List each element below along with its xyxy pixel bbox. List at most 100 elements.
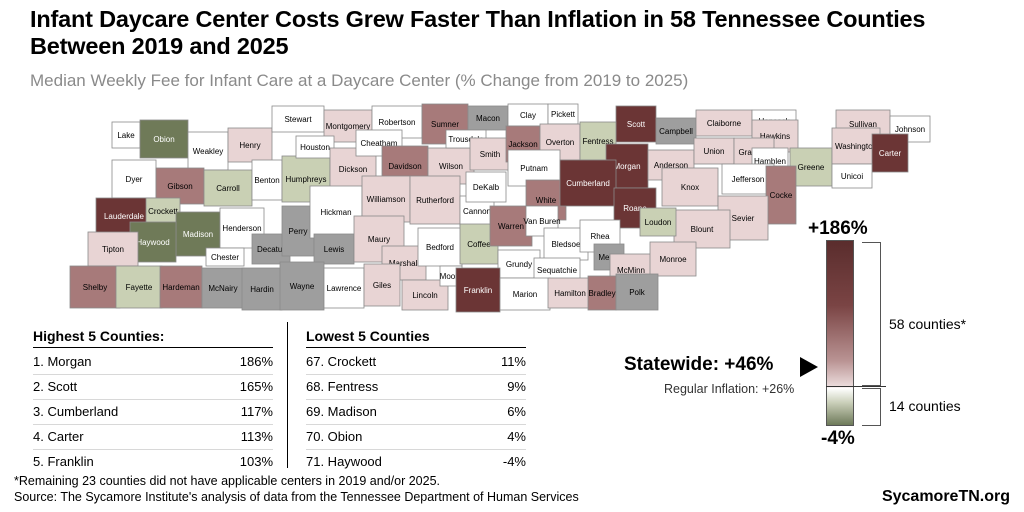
county-label-trousdale: Trousdale (448, 135, 484, 144)
highest-row-value: 186% (239, 354, 273, 369)
county-weakley (187, 131, 229, 171)
statewide-arrow-icon (800, 357, 818, 377)
county-label-crockett: Crockett (148, 207, 179, 216)
lowest-row-county: 70. Obion (306, 429, 363, 444)
county-label-marshall: Marshall (389, 259, 419, 268)
county-label-morgan: Morgan (613, 162, 640, 171)
county-label-rutherford: Rutherford (416, 196, 454, 205)
county-label-bradley: Bradley (588, 289, 615, 298)
lowest-row-value: 11% (500, 354, 526, 369)
county-warren (489, 205, 533, 247)
county-cocke (765, 165, 797, 225)
county-scott (615, 105, 657, 143)
county-label-lauderdale: Lauderdale (104, 212, 145, 221)
county-label-rhea: Rhea (590, 232, 610, 241)
county-label-bledsoe: Bledsoe (552, 240, 581, 249)
county-cumberland (559, 159, 617, 207)
county-label-lake: Lake (117, 131, 135, 140)
highest-row-value: 117% (240, 404, 273, 419)
county-monroe (649, 241, 697, 277)
county-label-fentress: Fentress (582, 137, 613, 146)
county-label-tipton: Tipton (102, 245, 124, 254)
county-label-wilson: Wilson (439, 162, 463, 171)
lowest-row: 69. Madison 6% (306, 400, 526, 425)
county-chester (205, 247, 245, 267)
county-bedford (417, 227, 463, 267)
county-knox (661, 167, 719, 207)
county-label-cocke: Cocke (770, 191, 793, 200)
county-label-washington: Washington (835, 142, 877, 151)
county-lincoln (401, 279, 449, 311)
county-label-dekalb: DeKalb (473, 183, 500, 192)
county-label-sumner: Sumner (431, 120, 459, 129)
highest-row: 5. Franklin 103% (33, 450, 273, 474)
lowest-counties-heading: Lowest 5 Counties (306, 328, 526, 348)
county-label-sequatchie: Sequatchie (537, 266, 578, 275)
county-label-marion: Marion (513, 290, 537, 299)
county-giles (363, 263, 401, 307)
lowest-row-county: 69. Madison (306, 404, 377, 419)
lowest-row-county: 71. Haywood (306, 454, 382, 469)
county-campbell (655, 117, 697, 145)
highest-row: 4. Carter 113% (33, 425, 273, 450)
county-union (693, 137, 735, 165)
above-inflation-count: 58 counties* (889, 316, 967, 332)
lowest-row-value: 9% (507, 379, 526, 394)
legend-color-scale (826, 240, 854, 426)
county-label-sevier: Sevier (732, 214, 755, 223)
county-label-hickman: Hickman (320, 208, 351, 217)
county-label-bedford: Bedford (426, 243, 454, 252)
highest-row-county: 5. Franklin (33, 454, 94, 469)
county-label-macon: Macon (476, 114, 500, 123)
county-dyer (111, 159, 157, 199)
county-label-pickett: Pickett (551, 110, 576, 119)
county-label-moore: Moore (440, 272, 463, 281)
county-perry (281, 205, 315, 257)
county-label-houston: Houston (300, 143, 330, 152)
county-label-maury: Maury (368, 235, 390, 244)
county-label-anderson: Anderson (654, 161, 688, 170)
county-lawrence (323, 267, 365, 309)
county-label-meigs: Meigs (598, 253, 619, 262)
county-label-warren: Warren (498, 222, 524, 231)
county-label-overton: Overton (546, 138, 574, 147)
county-label-jefferson: Jefferson (732, 175, 765, 184)
county-label-robertson: Robertson (379, 118, 416, 127)
county-hardeman (159, 265, 203, 309)
county-label-benton: Benton (254, 176, 279, 185)
county-lewis (313, 233, 355, 265)
county-label-hamilton: Hamilton (554, 289, 586, 298)
county-label-carter: Carter (879, 149, 902, 158)
county-label-clay: Clay (520, 111, 536, 120)
below-inflation-bracket (862, 388, 881, 426)
county-label-coffee: Coffee (467, 240, 491, 249)
lowest-row-value: 4% (507, 429, 526, 444)
brand-logo-text: SycamoreTN.org (881, 488, 1010, 505)
highest-counties-heading: Highest 5 Counties: (33, 328, 273, 348)
county-label-gibson: Gibson (167, 182, 192, 191)
footnote-text: *Remaining 23 counties did not have appl… (14, 474, 440, 488)
county-label-hamblen: Hamblen (754, 157, 786, 166)
county-label-hawkins: Hawkins (760, 132, 790, 141)
county-label-cumberland: Cumberland (566, 179, 610, 188)
footnote: *Remaining 23 counties did not have appl… (14, 473, 579, 505)
source-text: Source: The Sycamore Institute's analysi… (14, 490, 579, 504)
county-label-henderson: Henderson (222, 224, 261, 233)
county-label-grundy: Grundy (506, 260, 532, 269)
county-label-giles: Giles (373, 281, 391, 290)
county-label-williamson: Williamson (367, 195, 406, 204)
county-label-decatur: Decatur (257, 245, 285, 254)
county-wayne (279, 261, 325, 311)
statewide-label: Statewide: +46% (624, 354, 774, 375)
county-label-knox: Knox (681, 183, 699, 192)
highest-row-value: 103% (239, 454, 273, 469)
county-lake (111, 121, 141, 149)
county-label-shelby: Shelby (83, 283, 107, 292)
county-label-dyer: Dyer (126, 175, 143, 184)
highest-row-county: 2. Scott (33, 379, 78, 394)
county-label-sullivan: Sullivan (849, 120, 877, 129)
county-shelby (69, 265, 121, 309)
county-label-scott: Scott (627, 120, 646, 129)
tennessee-county-map: Lake Obion Weakley Henry Stewart Montgomery Ro… (69, 103, 931, 313)
county-label-cannon: Cannon (463, 207, 491, 216)
